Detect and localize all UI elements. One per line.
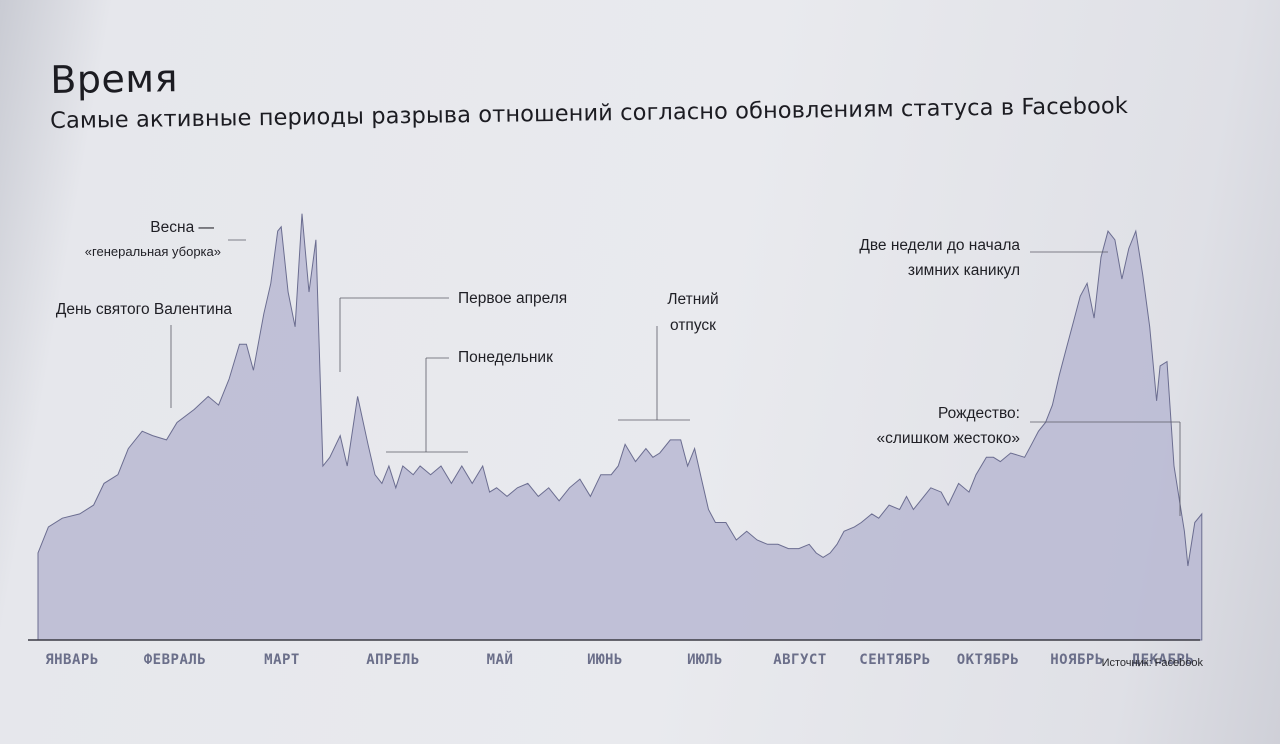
month-label: ИЮЛЬ [687,652,723,668]
month-label: ОКТЯБРЬ [957,652,1020,668]
annotation-label: День святого Валентина [56,301,233,318]
annotation-labels: Весна — «генеральная уборка» День святого … [56,219,1021,447]
annotation-label: Рождество: [938,405,1020,422]
annotation-leader-lines [170,239,1181,516]
annotation-label: Две недели до начала [859,237,1020,254]
month-label: ФЕВРАЛЬ [144,652,207,668]
month-label: НОЯБРЬ [1050,652,1104,668]
annotation-label: Первое апреля [458,290,567,307]
month-label: МАЙ [487,651,514,668]
month-tick-labels: ЯНВАРЬ ФЕВРАЛЬ МАРТ АПРЕЛЬ МАЙ ИЮНЬ ИЮЛЬ АВГУСТ… [45,651,1194,668]
month-label: МАРТ [264,652,300,668]
month-label: ЯНВАРЬ [45,652,99,668]
annotation-label: Понедельник [458,349,553,366]
annotation-label: «генеральная уборка» [85,244,221,259]
annotation-label: Летний [667,291,718,308]
breakups-area-series [37,213,1203,641]
month-label: ДЕКАБРЬ [1132,652,1195,668]
annotation-label: зимних каникул [908,262,1020,279]
annotation-label: Весна — [150,219,214,236]
source-note: Источник: Facebook [1102,657,1204,669]
month-label: АПРЕЛЬ [366,652,420,668]
annotation-label: отпуск [670,317,716,334]
month-label: СЕНТЯБРЬ [859,652,930,668]
month-label: ИЮНЬ [587,652,623,668]
month-label: АВГУСТ [773,652,827,668]
annotation-label: «слишком жестоко» [876,430,1020,447]
